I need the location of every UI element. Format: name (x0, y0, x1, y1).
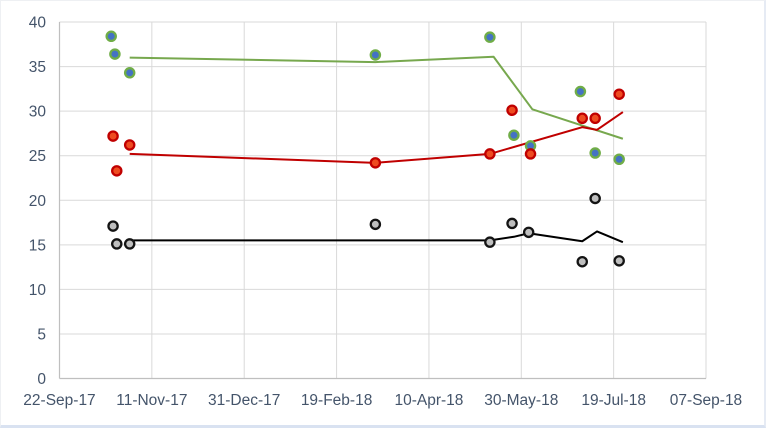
gray-dots-black-ring-point (107, 220, 119, 232)
gray-dots-black-ring-point (589, 192, 601, 205)
blue-dots-green-ring-point (369, 49, 382, 61)
x-tick-label: 22-Sep-17 (23, 392, 95, 409)
y-tick-label: 10 (29, 282, 47, 299)
orange-dots-red-ring-point (613, 88, 625, 100)
red-trend-line (129, 111, 624, 164)
gray-dots-black-ring-point (123, 238, 136, 250)
blue-dots-green-ring-point (589, 147, 601, 159)
blue-dots-green-ring-point (613, 153, 625, 166)
orange-dots-red-ring-point (123, 139, 136, 151)
y-tick-label: 20 (29, 193, 47, 210)
blue-dots-green-ring-point (123, 67, 136, 79)
blue-dots-green-ring-point (508, 129, 520, 141)
orange-dots-red-ring-point (484, 148, 496, 160)
x-tick-label: 19-Feb-18 (301, 392, 373, 409)
y-tick-label: 40 (29, 15, 47, 32)
orange-dots-red-ring-point (506, 104, 518, 116)
green-trend-line (129, 55, 624, 140)
y-tick-label: 30 (29, 104, 47, 121)
blue-dots-green-ring-point (484, 31, 496, 43)
y-tick-label: 0 (37, 371, 46, 388)
gray-dots-black-ring-point (484, 236, 496, 248)
y-tick-label: 5 (37, 326, 46, 343)
blue-dots-green-ring-point (109, 48, 121, 60)
orange-dots-red-ring-point (589, 112, 601, 125)
orange-dots-red-ring-point (576, 112, 588, 125)
x-tick-label: 19-Jul-18 (581, 392, 646, 409)
blue-dots-green-ring-point (105, 30, 117, 43)
x-tick-label: 30-May-18 (484, 392, 558, 409)
x-tick-label: 11-Nov-17 (116, 392, 187, 409)
x-tick-label: 31-Dec-17 (208, 392, 280, 409)
orange-dots-red-ring-point (111, 165, 123, 177)
gray-dots-black-ring-point (369, 218, 382, 231)
orange-dots-red-ring-point (524, 148, 537, 160)
black-trend-line (129, 230, 624, 244)
x-tick-label: 07-Sep-18 (670, 392, 742, 409)
x-tick-label: 10-Apr-18 (394, 392, 463, 409)
gray-dots-black-ring-point (111, 238, 123, 250)
gray-dots-black-ring-point (613, 255, 625, 267)
gray-dots-black-ring-point (506, 217, 518, 230)
y-tick-label: 25 (29, 148, 46, 165)
gray-dots-black-ring-point (576, 255, 588, 268)
y-tick-label: 35 (29, 59, 46, 76)
y-tick-label: 15 (29, 237, 46, 254)
orange-dots-red-ring-point (107, 130, 119, 142)
orange-dots-red-ring-point (369, 157, 382, 169)
gray-dots-black-ring-point (522, 226, 535, 239)
blue-dots-green-ring-point (574, 85, 587, 98)
